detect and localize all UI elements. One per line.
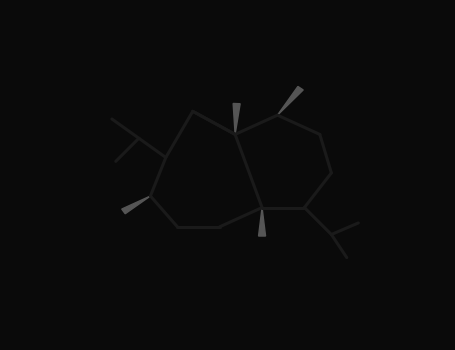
Polygon shape	[258, 208, 266, 236]
Polygon shape	[122, 196, 151, 214]
Polygon shape	[233, 104, 240, 134]
Polygon shape	[278, 86, 303, 115]
